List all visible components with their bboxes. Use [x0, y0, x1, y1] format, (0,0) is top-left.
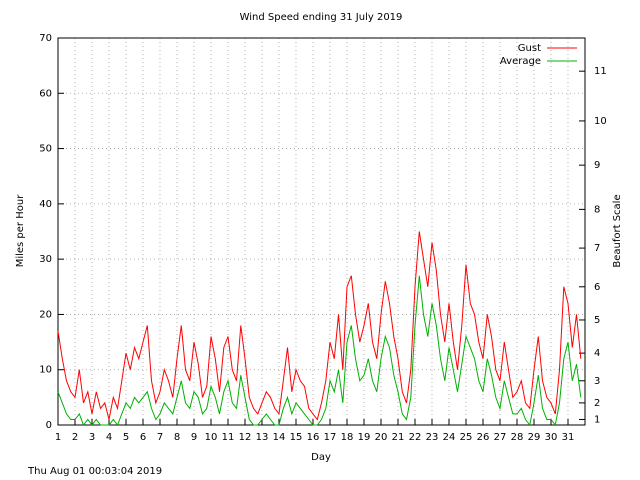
plot-border: [57, 37, 586, 426]
x-tick-label: 24: [443, 432, 456, 443]
y-tick-label: 40: [39, 199, 52, 210]
x-tick-label: 7: [157, 432, 163, 443]
x-axis-label: Day: [311, 452, 331, 463]
x-tick-label: 29: [528, 432, 541, 443]
x-tick-label: 6: [140, 432, 146, 443]
y2-tick-label: 4: [594, 348, 600, 359]
x-tick-label: 22: [409, 432, 422, 443]
x-tick-label: 12: [239, 432, 252, 443]
y2-tick-label: 8: [594, 204, 600, 215]
x-tick-label: 23: [426, 432, 439, 443]
x-tick-label: 20: [375, 432, 388, 443]
x-tick-label: 14: [273, 432, 286, 443]
y2-tick-label: 9: [594, 160, 600, 171]
y2-tick-label: 3: [594, 376, 600, 387]
x-tick-label: 16: [307, 432, 320, 443]
y2-tick-label: 10: [594, 116, 607, 127]
series-line: [57, 275, 582, 427]
x-tick-label: 5: [123, 432, 129, 443]
y2-tick-label: 1: [594, 414, 600, 425]
y2-tick-label: 6: [594, 282, 600, 293]
legend-label: Gust: [518, 43, 541, 54]
x-tick-label: 8: [174, 432, 180, 443]
x-tick-label: 17: [324, 432, 337, 443]
x-tick-label: 25: [460, 432, 473, 443]
y2-tick-label: 2: [594, 398, 600, 409]
x-tick-label: 10: [205, 432, 218, 443]
y-tick-label: 20: [39, 309, 52, 320]
y-tick-label: 50: [39, 144, 52, 155]
y-tick-label: 10: [39, 365, 52, 376]
y2-tick-label: 7: [594, 243, 600, 254]
x-tick-label: 1: [55, 432, 61, 443]
series-line: [57, 231, 582, 421]
y2-axis-label: Beaufort Scale: [612, 194, 623, 267]
x-tick-label: 30: [545, 432, 558, 443]
x-tick-label: 2: [72, 432, 78, 443]
y-tick-label: 60: [39, 88, 52, 99]
x-tick-label: 9: [191, 432, 197, 443]
x-tick-label: 4: [106, 432, 112, 443]
legend-label: Average: [500, 56, 541, 67]
x-tick-label: 28: [511, 432, 524, 443]
x-tick-label: 11: [222, 432, 235, 443]
x-tick-label: 15: [290, 432, 303, 443]
x-tick-label: 21: [392, 432, 405, 443]
x-tick-label: 19: [358, 432, 371, 443]
y2-tick-label: 11: [594, 66, 607, 77]
x-tick-label: 13: [256, 432, 269, 443]
chart-title: Wind Speed ending 31 July 2019: [240, 12, 403, 23]
y-tick-label: 70: [39, 33, 52, 44]
footer: Thu Aug 01 00:03:04 2019: [27, 466, 162, 477]
y2-tick-label: 5: [594, 315, 600, 326]
y-tick-label: 0: [46, 420, 52, 431]
x-tick-label: 27: [494, 432, 507, 443]
y-tick-label: 30: [39, 254, 52, 265]
x-tick-label: 18: [341, 432, 354, 443]
x-tick-label: 31: [562, 432, 575, 443]
x-tick-label: 3: [89, 432, 95, 443]
y-axis-label: Miles per Hour: [15, 194, 26, 267]
x-tick-label: 26: [477, 432, 490, 443]
